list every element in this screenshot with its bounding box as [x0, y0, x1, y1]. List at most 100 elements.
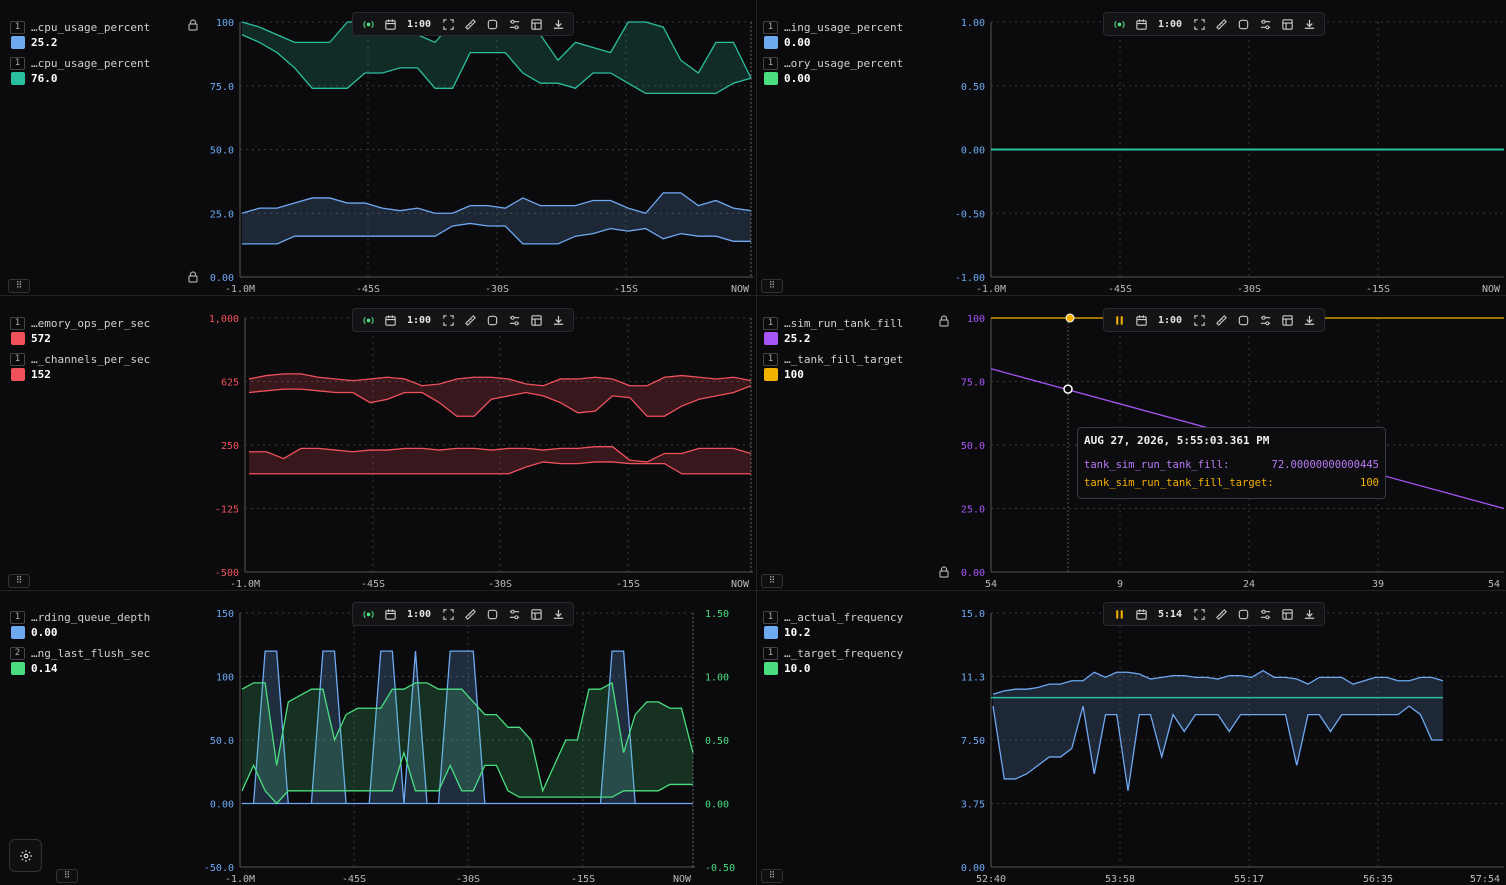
series-name: …ory_usage_percent: [784, 56, 904, 70]
lock-icon[interactable]: [186, 270, 200, 284]
pause-button[interactable]: [1108, 310, 1130, 330]
sliders-button[interactable]: [503, 14, 525, 34]
measure-button[interactable]: [459, 310, 481, 330]
legend-item[interactable]: 1 …_channels_per_sec 152: [10, 352, 180, 382]
lock-icon[interactable]: [186, 18, 200, 32]
legend-item[interactable]: 2 …ng_last_flush_sec 0.14: [10, 646, 180, 676]
panel-memory-usage: [757, 0, 1506, 296]
box-select-button[interactable]: [481, 310, 503, 330]
y-tick-label: 7.50: [961, 736, 985, 747]
time-range-button[interactable]: 5:14: [1158, 608, 1183, 620]
download-button[interactable]: [547, 604, 569, 624]
sliders-button[interactable]: [1254, 14, 1276, 34]
box-select-button[interactable]: [1232, 14, 1254, 34]
fullscreen-button[interactable]: [437, 604, 459, 624]
live-stream-button[interactable]: [357, 604, 379, 624]
live-stream-icon: [362, 20, 374, 28]
box-select-button[interactable]: [1232, 604, 1254, 624]
time-range-button[interactable]: 1:00: [407, 314, 432, 326]
series-value: 0.00: [784, 71, 811, 85]
measure-button[interactable]: [459, 604, 481, 624]
fullscreen-button[interactable]: [1188, 14, 1210, 34]
download-button[interactable]: [1298, 14, 1320, 34]
legend-item[interactable]: 1 …cpu_usage_percent 76.0: [10, 56, 180, 86]
calendar-button[interactable]: [379, 604, 401, 624]
time-range-button[interactable]: 1:00: [407, 18, 432, 30]
drag-handle[interactable]: ⠿: [8, 574, 30, 588]
x-tick-label: NOW: [1482, 284, 1501, 295]
live-stream-icon: [362, 610, 374, 618]
fullscreen-button[interactable]: [437, 310, 459, 330]
drag-handle[interactable]: ⠿: [761, 574, 783, 588]
series-line: [241, 192, 752, 214]
sliders-button[interactable]: [503, 604, 525, 624]
table-button[interactable]: [1276, 604, 1298, 624]
table-button[interactable]: [1276, 14, 1298, 34]
legend-item[interactable]: 1 …_tank_fill_target 100: [763, 352, 933, 382]
table-button[interactable]: [525, 310, 547, 330]
x-tick-label: 55:17: [1234, 874, 1264, 885]
box-select-icon: [487, 609, 497, 619]
measure-button[interactable]: [1210, 604, 1232, 624]
download-button[interactable]: [547, 14, 569, 34]
live-stream-button[interactable]: [357, 14, 379, 34]
box-select-button[interactable]: [1232, 310, 1254, 330]
lock-icon[interactable]: [937, 565, 951, 579]
calendar-button[interactable]: [1130, 604, 1152, 624]
legend-item[interactable]: 1 …_target_frequency 10.0: [763, 646, 933, 676]
box-select-button[interactable]: [481, 14, 503, 34]
download-button[interactable]: [1298, 310, 1320, 330]
x-tick-label: -15S: [616, 579, 640, 590]
time-range-button[interactable]: 1:00: [1158, 314, 1183, 326]
settings-button[interactable]: [9, 839, 42, 872]
series-value: 10.0: [784, 661, 811, 675]
download-button[interactable]: [547, 310, 569, 330]
measure-button[interactable]: [459, 14, 481, 34]
drag-handle[interactable]: ⠿: [761, 869, 783, 883]
calendar-icon: [1135, 314, 1147, 326]
series-value: 0.00: [31, 625, 58, 639]
fullscreen-icon: [442, 18, 454, 30]
table-button[interactable]: [1276, 310, 1298, 330]
live-stream-button[interactable]: [357, 310, 379, 330]
pause-button[interactable]: [1108, 604, 1130, 624]
legend-item[interactable]: 1 …sim_run_tank_fill 25.2: [763, 316, 933, 346]
drag-handle[interactable]: ⠿: [8, 279, 30, 293]
legend-item[interactable]: 1 …emory_ops_per_sec 572: [10, 316, 180, 346]
measure-button[interactable]: [1210, 14, 1232, 34]
time-range-button[interactable]: 1:00: [1158, 18, 1183, 30]
table-button[interactable]: [525, 14, 547, 34]
y-tick-label: 0.50: [961, 82, 985, 93]
sliders-button[interactable]: [503, 310, 525, 330]
live-stream-button[interactable]: [1108, 14, 1130, 34]
legend-item[interactable]: 1 …_actual_frequency 10.2: [763, 610, 933, 640]
calendar-button[interactable]: [1130, 14, 1152, 34]
time-range-button[interactable]: 1:00: [407, 608, 432, 620]
fullscreen-button[interactable]: [1188, 604, 1210, 624]
legend-item[interactable]: 1 …cpu_usage_percent 25.2: [10, 20, 180, 50]
fullscreen-button[interactable]: [437, 14, 459, 34]
legend-item[interactable]: 1 …ory_usage_percent 0.00: [763, 56, 933, 86]
series-line: [241, 34, 752, 95]
box-select-button[interactable]: [481, 604, 503, 624]
fullscreen-button[interactable]: [1188, 310, 1210, 330]
hover-tooltip: AUG 27, 2026, 5:55:03.361 PM tank_sim_ru…: [1077, 427, 1386, 499]
legend-item[interactable]: 1 …rding_queue_depth 0.00: [10, 610, 180, 640]
sliders-button[interactable]: [1254, 310, 1276, 330]
series-line: [249, 446, 752, 463]
calendar-button[interactable]: [379, 14, 401, 34]
measure-button[interactable]: [1210, 310, 1232, 330]
legend-item[interactable]: 1 …ing_usage_percent 0.00: [763, 20, 933, 50]
sliders-button[interactable]: [1254, 604, 1276, 624]
drag-handle[interactable]: ⠿: [56, 869, 78, 883]
download-button[interactable]: [1298, 604, 1320, 624]
tooltip-value: 72.00000000000445: [1271, 459, 1379, 471]
y-tick-label: 0.00: [210, 273, 234, 284]
series-line: [248, 373, 752, 387]
drag-handle[interactable]: ⠿: [761, 279, 783, 293]
series-index: 1: [10, 610, 25, 624]
calendar-button[interactable]: [379, 310, 401, 330]
lock-icon[interactable]: [937, 314, 951, 328]
table-button[interactable]: [525, 604, 547, 624]
calendar-button[interactable]: [1130, 310, 1152, 330]
